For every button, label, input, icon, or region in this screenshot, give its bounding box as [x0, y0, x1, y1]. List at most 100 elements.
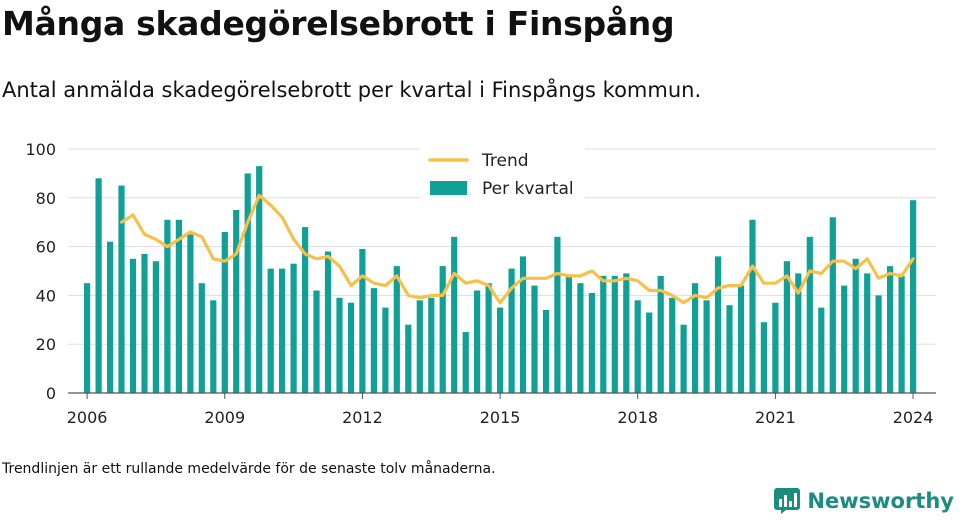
bar[interactable]	[290, 263, 297, 393]
bar[interactable]	[726, 305, 733, 393]
bar[interactable]	[336, 297, 343, 393]
bar[interactable]	[692, 283, 699, 393]
bar[interactable]	[462, 332, 469, 393]
bar[interactable]	[107, 241, 114, 393]
bar[interactable]	[875, 295, 882, 393]
bar[interactable]	[485, 283, 492, 393]
x-tick-label: 2024	[893, 408, 934, 427]
bar[interactable]	[519, 256, 527, 393]
y-tick-label: 0	[46, 384, 56, 403]
bars	[84, 166, 917, 394]
bar[interactable]	[864, 273, 871, 393]
bar[interactable]	[359, 249, 366, 393]
bar[interactable]	[760, 322, 767, 393]
bar[interactable]	[347, 302, 355, 393]
bar[interactable]	[531, 285, 538, 393]
y-tick-label: 80	[36, 189, 56, 208]
x-tick-label: 2009	[204, 408, 245, 427]
trend-series	[119, 193, 915, 305]
bar[interactable]	[244, 173, 251, 393]
x-tick-label: 2012	[342, 408, 383, 427]
bar[interactable]	[714, 256, 722, 393]
bar[interactable]	[497, 307, 504, 393]
bar[interactable]	[324, 251, 332, 394]
bar[interactable]	[852, 258, 859, 393]
bar[interactable]	[554, 236, 561, 393]
bar[interactable]	[129, 258, 137, 393]
bar[interactable]	[737, 285, 745, 393]
chart-title: Många skadegörelsebrott i Finspång	[2, 4, 675, 43]
bar[interactable]	[164, 219, 171, 393]
y-tick-label: 60	[36, 238, 56, 257]
bar[interactable]	[313, 290, 320, 394]
bar[interactable]	[256, 166, 263, 393]
bar[interactable]	[118, 185, 125, 393]
x-tick-label: 2006	[67, 408, 108, 427]
x-tick-label: 2021	[755, 408, 796, 427]
legend-label: Per kvartal	[482, 179, 574, 199]
bar[interactable]	[152, 261, 159, 393]
bar[interactable]	[405, 324, 412, 393]
bar[interactable]	[565, 275, 572, 393]
bar[interactable]	[887, 266, 894, 393]
bar[interactable]	[772, 302, 779, 393]
bar[interactable]	[611, 275, 618, 393]
bar[interactable]	[646, 312, 653, 394]
bar[interactable]	[623, 273, 630, 393]
x-tick-label: 2015	[480, 408, 521, 427]
bar[interactable]	[267, 268, 274, 393]
trend-line[interactable]	[119, 193, 915, 305]
bar[interactable]	[210, 300, 217, 393]
bar[interactable]	[841, 285, 848, 393]
axes: 0 20 40 60 80 100 2006 2009 2012 2015 2018 2021 2024	[25, 140, 936, 427]
newsworthy-logo-icon	[774, 488, 801, 514]
bar[interactable]	[187, 234, 194, 393]
bar[interactable]	[302, 227, 309, 393]
bar[interactable]	[588, 293, 595, 393]
y-tick-label: 20	[36, 335, 56, 354]
bar[interactable]	[221, 232, 228, 393]
bar[interactable]	[416, 300, 423, 393]
bar[interactable]	[634, 300, 641, 393]
bar[interactable]	[749, 219, 756, 393]
bar[interactable]	[439, 266, 446, 393]
bar[interactable]	[806, 236, 813, 393]
bar[interactable]	[198, 283, 205, 393]
bar[interactable]	[95, 178, 102, 393]
bar[interactable]	[175, 219, 182, 393]
brand-name: Newsworthy	[807, 489, 954, 513]
bar[interactable]	[451, 236, 458, 393]
bar[interactable]	[474, 290, 481, 394]
bar[interactable]	[818, 307, 825, 393]
bar[interactable]	[910, 200, 917, 393]
bar[interactable]	[141, 253, 148, 393]
footnote: Trendlinjen är ett rullande medelvärde f…	[2, 461, 496, 477]
y-tick-label: 40	[36, 286, 56, 305]
y-tick-label: 100	[25, 140, 56, 159]
bar[interactable]	[393, 266, 400, 393]
bar[interactable]	[680, 324, 687, 393]
bar[interactable]	[783, 261, 790, 393]
bar[interactable]	[669, 297, 676, 393]
bar[interactable]	[428, 297, 435, 393]
bar[interactable]	[542, 310, 550, 393]
bar[interactable]	[829, 217, 836, 393]
bar[interactable]	[279, 268, 286, 393]
legend-bar-swatch	[430, 181, 467, 195]
chart-subtitle: Antal anmälda skadegörelsebrott per kvar…	[2, 78, 702, 102]
x-tick-label: 2018	[617, 408, 658, 427]
bar[interactable]	[600, 275, 607, 393]
bar[interactable]	[233, 210, 240, 393]
brand-logo[interactable]: Newsworthy	[773, 487, 954, 515]
bar[interactable]	[657, 275, 664, 393]
bar[interactable]	[577, 283, 584, 393]
bar[interactable]	[898, 275, 905, 393]
bar[interactable]	[795, 273, 802, 393]
bar[interactable]	[508, 268, 515, 393]
legend: Trend Per kvartal	[420, 147, 585, 203]
legend-label: Trend	[481, 151, 529, 171]
bar[interactable]	[84, 283, 91, 393]
bar[interactable]	[370, 288, 377, 393]
bar[interactable]	[703, 300, 710, 393]
bar[interactable]	[382, 307, 389, 393]
